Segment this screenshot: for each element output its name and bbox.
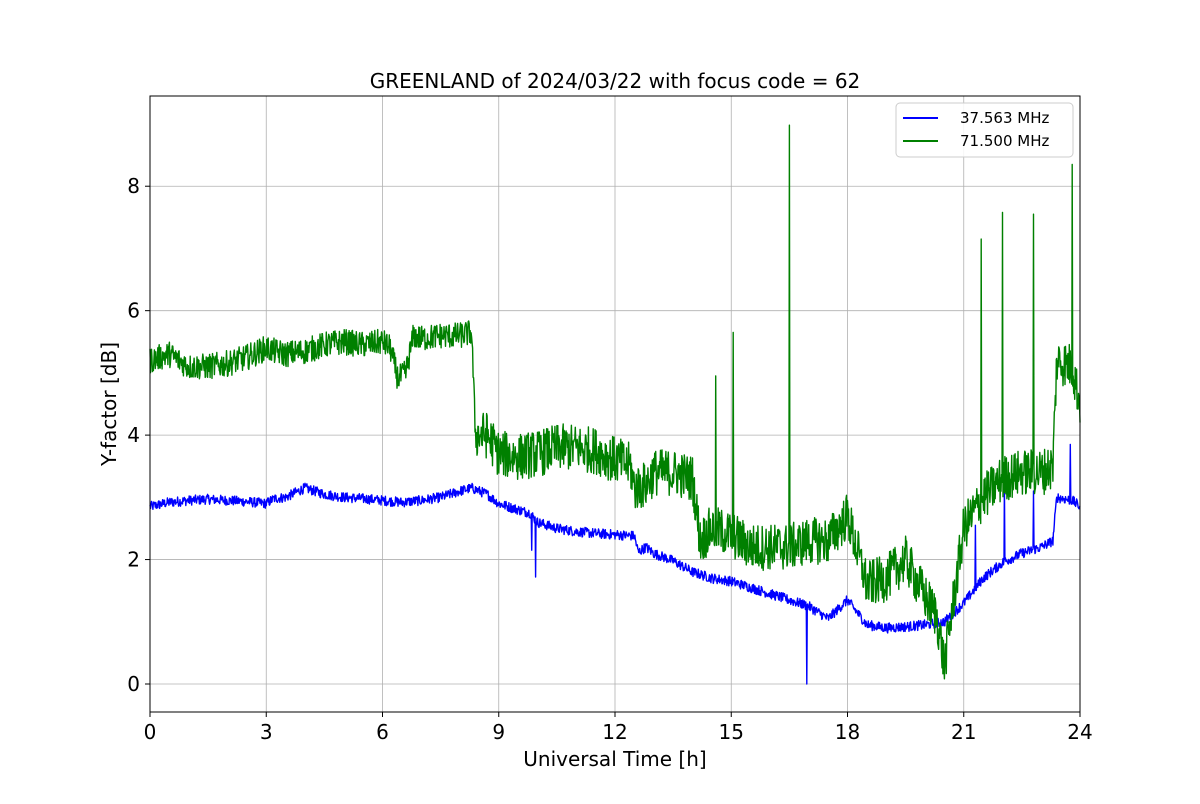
x-tick-label: 3 [260,720,273,744]
legend-label: 37.563 MHz [960,109,1049,127]
y-tick-label: 0 [127,672,140,696]
legend-box [895,102,1074,158]
x-tick-label: 9 [492,720,505,744]
chart-title: GREENLAND of 2024/03/22 with focus code … [370,69,861,93]
y-tick-label: 2 [127,548,140,572]
y-tick-label: 6 [127,299,140,323]
x-axis-label: Universal Time [h] [523,747,706,771]
x-tick-label: 21 [951,720,976,744]
plot-lines [149,124,1081,685]
series-line [149,124,1081,680]
x-tick-label: 0 [144,720,157,744]
x-tick-label: 24 [1067,720,1092,744]
legend-label: 71.500 MHz [960,132,1049,150]
x-tick-label: 12 [602,720,627,744]
series-line [149,443,1081,685]
x-tick-label: 18 [835,720,860,744]
x-tick-label: 15 [719,720,744,744]
y-tick-label: 8 [127,174,140,198]
x-tick-label: 6 [376,720,389,744]
y-axis-label: Y-factor [dB] [97,342,121,467]
legend: 37.563 MHz 71.500 MHz [895,102,1074,158]
y-tick-label: 4 [127,423,140,447]
